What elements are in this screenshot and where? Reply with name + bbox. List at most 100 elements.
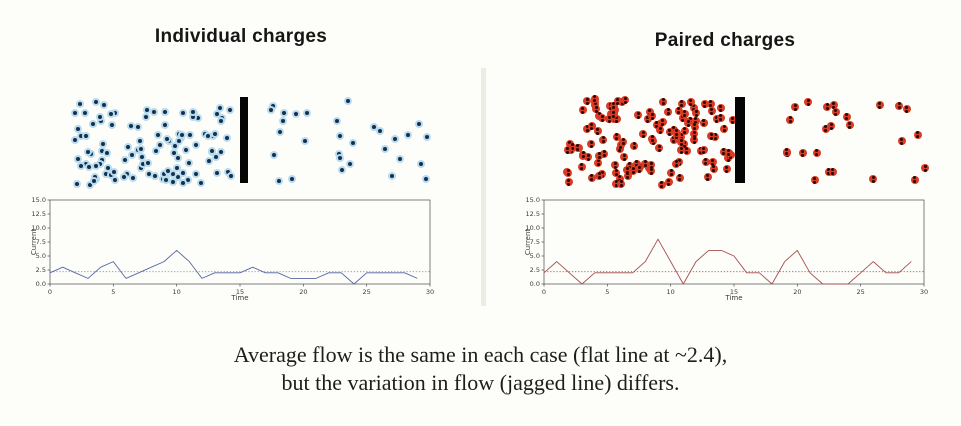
charge-dot <box>278 117 287 126</box>
paired-charge-dot <box>656 126 665 134</box>
paired-charge-dot <box>707 107 716 115</box>
x-tick-label: 20 <box>793 288 801 296</box>
paired-charge-dot <box>613 97 622 106</box>
paired-charge-dot <box>701 157 710 166</box>
charge-dot <box>107 120 116 129</box>
charge-dot <box>268 101 277 110</box>
current-vs-time-chart-individual: 0.0 2.5 5.0 7.5 10.0 12.5 15.0 0 5 10 15 20 25 30 Curr… <box>30 196 442 302</box>
paired-charge-dot <box>579 150 588 159</box>
paired-charge-dot <box>791 103 800 112</box>
paired-charge-dot <box>706 99 715 108</box>
paired-charge-dot <box>578 106 587 115</box>
charge-dot <box>380 145 389 154</box>
paired-charge-dot <box>845 121 854 130</box>
charge-dot <box>96 160 105 169</box>
charge-dot <box>137 144 146 153</box>
charge-dot <box>416 159 425 168</box>
paired-charge-dot <box>686 98 695 107</box>
paired-charge-dot <box>913 130 922 139</box>
paired-charge-dot <box>722 165 731 174</box>
charge-dot <box>160 169 168 178</box>
paired-charge-dot <box>629 166 637 175</box>
paired-charge-dot <box>798 149 807 157</box>
paired-charge-dot <box>699 118 708 127</box>
charge-dot <box>336 132 345 141</box>
x-axis-label: Time <box>230 294 248 302</box>
charge-dot <box>280 109 288 118</box>
charge-dot <box>396 155 405 164</box>
paired-charge-dot <box>634 111 643 120</box>
charge-dot <box>301 137 310 146</box>
charge-dot <box>204 132 213 141</box>
figure-caption: Average flow is the same in each case (f… <box>0 341 961 397</box>
paired-charge-dot <box>711 132 720 141</box>
charge-dot <box>119 172 128 181</box>
charge-dot <box>182 146 191 155</box>
charge-dot <box>212 153 221 162</box>
x-tick-label: 20 <box>299 288 307 296</box>
x-tick-label: 5 <box>111 288 115 296</box>
paired-charge-dot <box>910 175 919 184</box>
charge-dot <box>175 137 183 145</box>
paired-charge-dot <box>680 126 689 135</box>
x-tick-label: 30 <box>920 288 928 296</box>
paired-charge-dot <box>655 144 663 153</box>
charge-dot <box>223 168 232 177</box>
paired-charge-dot <box>690 122 699 131</box>
paired-charge-dot <box>595 151 603 160</box>
charge-dot <box>99 140 108 149</box>
paired-charge-dot <box>720 124 728 133</box>
paired-charge-dot <box>612 168 621 177</box>
charge-dot <box>388 171 396 180</box>
paired-charge-dot <box>587 122 596 131</box>
paired-charge-dot <box>568 142 576 151</box>
x-tick-label: 0 <box>48 288 52 296</box>
charge-dot <box>210 129 219 138</box>
flow-series-line <box>49 249 418 285</box>
charge-dot <box>421 174 430 183</box>
paired-charge-dot <box>674 106 683 115</box>
paired-charge-dot <box>869 175 878 184</box>
charge-dot <box>83 147 92 156</box>
paired-charge-dot <box>831 108 840 117</box>
paired-charge-dot <box>647 161 656 169</box>
charge-dot <box>151 171 160 180</box>
paired-charge-dot <box>564 168 573 177</box>
x-tick-label: 15 <box>730 288 738 296</box>
charge-dot <box>76 131 85 140</box>
charge-dot <box>403 131 412 140</box>
charge-dot <box>227 172 236 181</box>
current-vs-time-chart-paired: 0.0 2.5 5.0 7.5 10.0 12.5 15.0 0 5 10 15 20 25 30 Curr… <box>524 196 936 302</box>
paired-charge-dot <box>672 128 681 137</box>
charge-dot <box>81 108 90 117</box>
charge-dot <box>71 136 80 145</box>
charge-dot <box>74 155 83 163</box>
paired-charge-dot <box>564 178 573 187</box>
paired-charge-dot <box>592 105 601 113</box>
y-tick-label: 10.0 <box>526 224 540 232</box>
paired-charge-dot <box>724 148 733 157</box>
paired-charge-dot <box>707 132 716 141</box>
y-tick-label: 0.0 <box>36 280 46 288</box>
charge-dot <box>172 164 181 173</box>
paired-charge-dot <box>677 146 685 155</box>
paired-charge-dot <box>641 159 649 168</box>
paired-charge-dot <box>672 159 680 168</box>
charge-dot <box>422 132 431 141</box>
y-axis-label: Current <box>30 229 38 256</box>
x-axis-label: Time <box>724 294 742 302</box>
charge-dot <box>266 106 275 115</box>
charge-dot <box>177 130 186 139</box>
paired-charge-dot <box>612 132 621 141</box>
paired-charge-dot <box>593 127 602 136</box>
paired-charge-dot <box>677 99 686 108</box>
charge-dot <box>71 109 79 118</box>
paired-charge-dot <box>619 137 627 146</box>
charge-dot <box>197 178 206 187</box>
charge-dot <box>91 161 100 170</box>
paired-charge-dot <box>620 153 629 162</box>
charge-dot <box>337 165 346 174</box>
charge-dot <box>188 107 197 116</box>
charge-dot <box>137 153 146 162</box>
charge-dot <box>102 169 111 178</box>
